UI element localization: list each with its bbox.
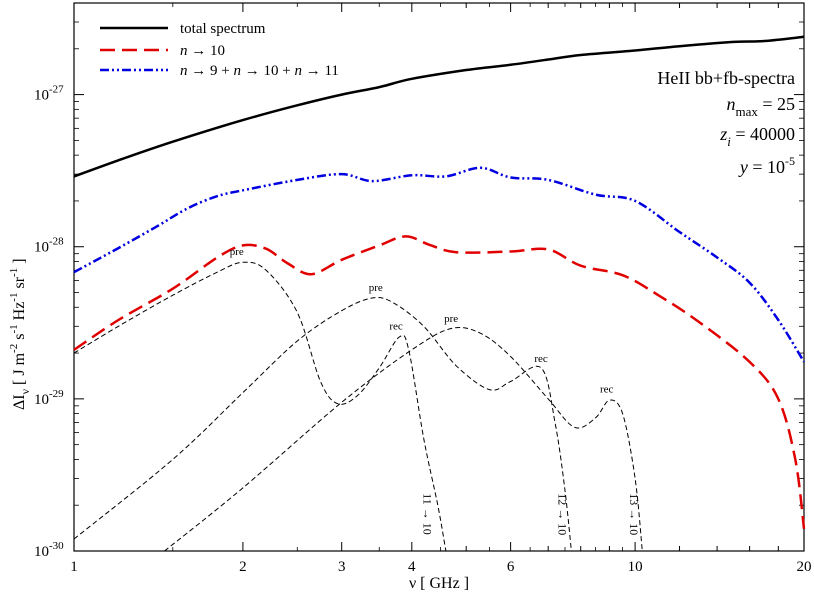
x-axis-title: ν [ GHz ] xyxy=(409,575,469,592)
transition-label: 11 → 10 xyxy=(421,493,435,535)
plot-frame xyxy=(73,2,805,552)
series-line xyxy=(73,296,572,552)
info-box: HeII bb+fb-spectra nmax = 25 zi = 40000 y =… xyxy=(657,68,795,177)
info-nmax: nmax = 25 xyxy=(726,94,795,119)
info-y: y = 10-5 xyxy=(738,154,795,177)
y-tick-label: 10-29 xyxy=(34,388,64,408)
x-tick-label: 20 xyxy=(797,559,812,575)
peak-label: rec xyxy=(600,384,614,396)
x-tick-label: 2 xyxy=(239,559,247,575)
annotation-group: pre pre rec pre rec rec 11 → 10 12 → 10 13 → 10 xyxy=(230,246,641,535)
series-group xyxy=(73,35,806,552)
peak-label: rec xyxy=(534,353,548,365)
legend: total spectrum n → 10 n → 9 + n → 10 + n →… xyxy=(100,21,339,79)
info-title: HeII bb+fb-spectra xyxy=(657,68,795,88)
peak-label: rec xyxy=(389,321,403,333)
legend-label: total spectrum xyxy=(180,21,266,37)
peak-label: pre xyxy=(230,246,244,258)
legend-label: n → 10 xyxy=(180,43,225,59)
x-tick-label: 4 xyxy=(408,559,416,575)
series-line xyxy=(73,35,805,178)
series-line xyxy=(73,235,806,529)
legend-label: n → 9 + n → 10 + n → 11 xyxy=(180,63,339,79)
peak-label: pre xyxy=(444,313,458,325)
y-tick-label: 10-28 xyxy=(34,236,64,256)
info-zi: zi = 40000 xyxy=(719,124,795,149)
x-tick-label: 3 xyxy=(338,559,346,575)
series-line xyxy=(73,166,806,363)
y-axis-title: ΔIν [ J m-2 s-1 Hz-1 sr-1 ] xyxy=(8,258,32,410)
x-tick-label: 10 xyxy=(628,559,643,575)
peak-label: pre xyxy=(369,282,383,294)
series-line xyxy=(73,261,447,552)
x-tick-label: 1 xyxy=(70,559,78,575)
series-line xyxy=(164,326,643,552)
y-tick-label: 10-30 xyxy=(34,540,64,560)
transition-label: 12 → 10 xyxy=(555,493,569,535)
y-tick-label: 10-27 xyxy=(34,84,64,104)
transition-label: 13 → 10 xyxy=(627,493,641,535)
axes-frame: 1 2 3 4 6 10 20 10-30 10-29 10-28 10-27 ν [ GHz ] ΔI… xyxy=(8,2,812,592)
x-tick-label: 6 xyxy=(507,559,515,575)
